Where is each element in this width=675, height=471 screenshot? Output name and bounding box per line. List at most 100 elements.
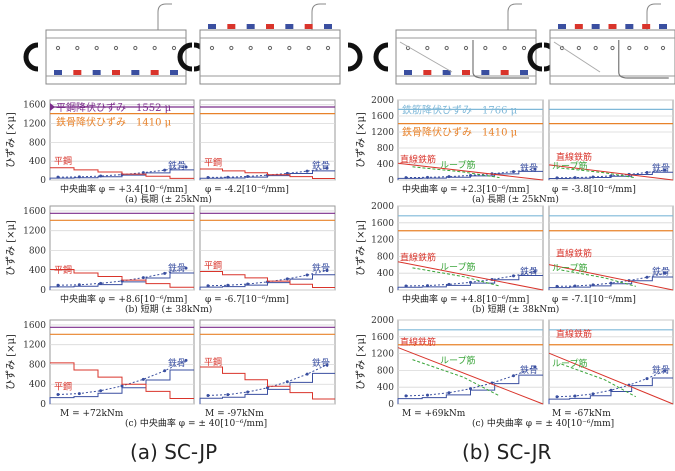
y-tick-label: 800 [29,138,46,148]
curvature-label-right: M = -97kNm [205,409,264,419]
label-loop-bar: ループ筋 [552,160,587,172]
diagonal-bar [399,41,453,73]
gauge-dot [75,45,80,51]
steel-point [120,384,124,388]
strain-gauge-top [285,24,294,29]
steel-point [246,390,250,394]
loop-bar-dashed [561,269,636,287]
subcaption: (c) 中央曲率 φ = ± 40[10⁻⁶/mm] [125,417,267,429]
steel-step [397,170,543,180]
steel-step [199,274,335,290]
strain-gauge-bottom [170,70,178,75]
steel-step [548,276,673,290]
diagonal-bar [553,41,601,73]
panel-jp-0-right: 平鋼 鉄骨 [199,99,336,181]
steel-point [141,377,145,381]
moment-arrow-left [373,42,389,72]
strain-gauge-top [324,24,332,29]
steel-point [305,169,309,173]
loop-bar-dashed [412,166,500,179]
strain-gauge-top [304,24,313,29]
steel-step [199,372,335,404]
y-tick-label: 400 [29,266,46,276]
steel-point [404,284,408,288]
label-steel: 鉄骨 [312,160,330,172]
flange-step [200,271,335,289]
steel-point [325,166,329,170]
steel-point [447,391,451,395]
y-axis-label: ひずみ [×μ] [5,112,17,168]
y-tick-label: 2000 [371,96,394,106]
beam-diagram-jp-1 [23,3,209,85]
label-flange: 平鋼 [54,381,72,393]
gauge-dot [267,45,273,51]
moment-arrow-left [177,42,193,72]
steel-point [184,165,188,169]
steel-point [141,171,145,175]
beam-diagram-jr-1 [373,3,559,85]
strain-gauge-bottom [112,70,120,75]
caption-sc-jp: (a) SC-JP [130,440,218,464]
curvature-label-left: 中央曲率 φ = +8.6[10⁻⁶/mm] [60,293,187,305]
strain-gauge-top [642,24,651,29]
steel-step [397,275,543,290]
moment-arrow-right [347,42,363,72]
annotation-rebar-yield: 鉄筋降伏ひずみ 1766 μ [402,103,518,116]
strain-gauge-bottom [481,70,490,75]
y-tick-label: 1200 [23,120,46,130]
y-axis-label: ひずみ [×μ] [355,220,367,276]
gauge-dot [229,45,234,51]
steel-point [469,387,472,391]
y-tick-label: 800 [29,360,46,370]
straight-bar-line [548,264,674,291]
gauge-dot [444,45,449,51]
steel-point [141,276,145,280]
curvature-label-left: 中央曲率 φ = +2.3[10⁻⁶/mm] [402,183,529,195]
label-steel: 鉄骨 [312,262,330,274]
label-steel: 鉄骨 [312,357,330,369]
panel-frame [199,205,336,291]
gauge-dot [171,45,177,51]
gauge-dot [209,45,215,51]
y-tick-label: 1200 [23,341,46,351]
gauge-dot [644,45,649,51]
steel-point [56,283,60,287]
label-steel: 鉄骨 [652,162,670,174]
strain-gauge-top [558,24,566,29]
y-tick-label: 400 [377,160,394,170]
gauge-dot [521,45,527,51]
annotation-flange-yield: 平鋼降伏ひずみ 1552 μ [56,101,172,114]
steel-point [285,380,289,384]
steel-point [663,271,667,275]
steel-step [548,377,673,404]
steel-point [77,283,81,287]
curvature-label-right: φ = -3.8[10⁻⁶/mm] [552,185,636,195]
steel-point [285,171,289,175]
y-tick-label: 1600 [23,321,46,331]
straight-bar-line [548,164,674,181]
y-tick-label: 0 [40,400,46,410]
flange-step [50,362,194,399]
label-steel: 鉄骨 [652,266,670,278]
y-tick-label: 1600 [23,207,46,217]
steel-point [56,393,60,397]
steel-point [184,358,188,362]
steel-point [512,274,515,278]
steel-point [663,168,667,172]
gauge-dot [425,45,430,51]
steel-step [49,169,194,180]
steel-point [426,393,429,397]
y-tick-label: 2000 [371,202,394,212]
label-straight-bar: 直線鉄筋 [556,151,592,163]
y-tick-label: 1200 [371,236,394,246]
flange-step [50,167,194,179]
steel-point [163,168,167,172]
gauge-dot [306,45,311,51]
gauge-dot [627,45,632,51]
y-tick-label: 400 [29,157,46,167]
